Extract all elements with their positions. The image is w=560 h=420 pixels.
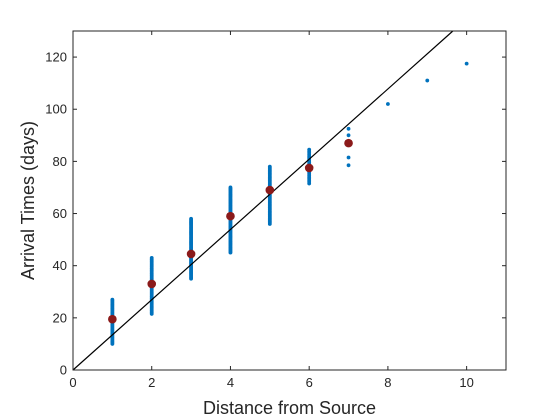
y-tick-label: 20 bbox=[53, 310, 67, 325]
y-tick-label: 0 bbox=[60, 363, 67, 378]
data-point bbox=[346, 155, 351, 160]
plot-area bbox=[72, 30, 507, 371]
y-tick-label: 100 bbox=[45, 102, 67, 117]
mean-marker bbox=[304, 163, 314, 173]
data-point bbox=[346, 133, 351, 138]
data-point bbox=[425, 78, 430, 83]
y-axis-ticks: 0 20 40 60 80 100 120 bbox=[45, 50, 506, 378]
fit-line bbox=[72, 30, 454, 371]
data-point bbox=[228, 185, 233, 190]
mean-marker bbox=[344, 138, 353, 148]
y-axis-label: Arrival Times (days) bbox=[18, 121, 38, 280]
x-tick-label: 8 bbox=[384, 375, 391, 390]
y-tick-label: 40 bbox=[53, 258, 67, 273]
mean-marker bbox=[147, 279, 157, 289]
data-point bbox=[189, 216, 193, 221]
data-point bbox=[346, 126, 351, 131]
mean-marker bbox=[265, 185, 275, 195]
data-point bbox=[267, 164, 272, 169]
data-point bbox=[149, 255, 154, 260]
mean-marker bbox=[108, 314, 117, 324]
data-points bbox=[110, 61, 469, 346]
data-point bbox=[464, 61, 469, 66]
x-tick-label: 2 bbox=[148, 375, 155, 390]
data-point bbox=[307, 147, 312, 152]
mean-marker bbox=[226, 211, 235, 221]
x-tick-label: 0 bbox=[69, 375, 76, 390]
y-tick-label: 60 bbox=[53, 206, 67, 221]
x-tick-label: 10 bbox=[459, 375, 473, 390]
plot-frame bbox=[72, 30, 507, 371]
fit-line-layer bbox=[72, 30, 454, 371]
data-point bbox=[346, 163, 351, 168]
plot-background bbox=[73, 31, 506, 370]
x-tick-label: 4 bbox=[227, 375, 234, 390]
x-tick-label: 6 bbox=[306, 375, 313, 390]
data-point bbox=[386, 102, 390, 106]
x-axis-label: Distance from Source bbox=[203, 398, 376, 418]
y-tick-label: 120 bbox=[45, 50, 67, 65]
data-point bbox=[110, 297, 115, 302]
x-axis-ticks: 0 2 4 6 8 10 bbox=[69, 31, 474, 390]
y-tick-label: 80 bbox=[53, 154, 67, 169]
mean-marker bbox=[186, 249, 196, 259]
mean-markers bbox=[108, 138, 353, 324]
